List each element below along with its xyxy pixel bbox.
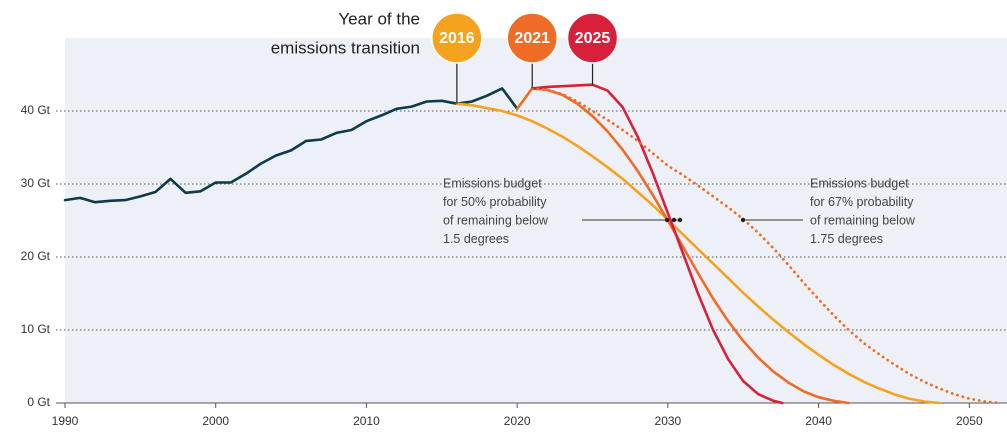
badge-label: 2021 — [514, 30, 550, 47]
y-tick-label: 0 Gt — [27, 395, 50, 409]
badge-label: 2025 — [575, 30, 611, 47]
annotation-text: for 50% probability — [443, 195, 547, 209]
emissions-line — [515, 87, 850, 405]
x-tick-label: 1990 — [52, 414, 79, 428]
annotation-text: 1.5 degrees — [443, 232, 509, 246]
badge — [431, 12, 483, 64]
y-tick-label: 30 Gt — [21, 176, 51, 190]
x-tick-label: 2040 — [805, 414, 832, 428]
x-tick-label: 2020 — [504, 414, 531, 428]
badge-title: Year of the — [338, 9, 420, 28]
badge-label: 2016 — [439, 30, 475, 47]
annotation-background — [804, 174, 950, 250]
budget-line-dotted — [530, 87, 1001, 405]
y-tick-label: 20 Gt — [21, 249, 51, 263]
emissions-line — [530, 83, 784, 405]
annotation-dot — [671, 217, 677, 223]
annotation-dot — [740, 217, 746, 223]
annotation-text: 1.75 degrees — [810, 232, 883, 246]
badge — [506, 12, 558, 64]
annotation-text: Emissions budget — [810, 176, 909, 190]
y-tick-label: 40 Gt — [21, 103, 51, 117]
x-tick-label: 2010 — [353, 414, 380, 428]
emissions-line — [63, 87, 519, 204]
annotation-backgrounds — [438, 174, 950, 250]
annotation-text: of remaining below — [443, 213, 549, 227]
annotation-dot — [664, 217, 670, 223]
x-tick-label: 2030 — [655, 414, 682, 428]
annotation-dot — [677, 217, 683, 223]
badge-title: emissions transition — [271, 38, 420, 57]
x-tick-label: 2000 — [202, 414, 229, 428]
annotation-text: for 67% probability — [810, 195, 914, 209]
emissions-line — [455, 102, 941, 405]
annotation-text: of remaining below — [810, 213, 916, 227]
annotation-text: Emissions budget — [443, 176, 542, 190]
x-tick-label: 2050 — [956, 414, 983, 428]
annotation-background — [438, 174, 580, 250]
y-tick-label: 10 Gt — [21, 322, 51, 336]
badge — [566, 12, 619, 64]
